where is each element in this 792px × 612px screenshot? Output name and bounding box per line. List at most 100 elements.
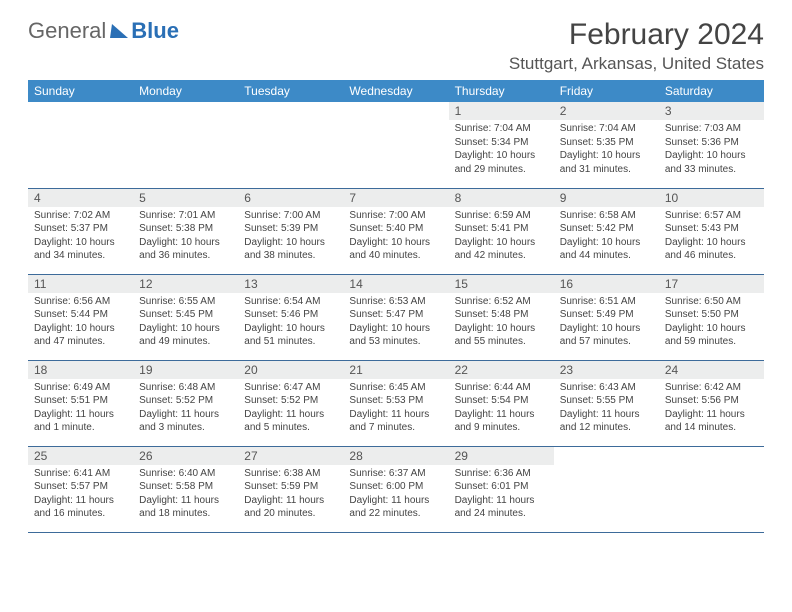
day-number: 12 [133,275,238,293]
calendar-day-cell: 16Sunrise: 6:51 AMSunset: 5:49 PMDayligh… [554,274,659,360]
day-info: Sunrise: 6:50 AMSunset: 5:50 PMDaylight:… [659,293,764,353]
day-number: 22 [449,361,554,379]
day-number: 20 [238,361,343,379]
day-number: 26 [133,447,238,465]
calendar-day-cell: 13Sunrise: 6:54 AMSunset: 5:46 PMDayligh… [238,274,343,360]
day-info [343,120,448,126]
day-info: Sunrise: 7:03 AMSunset: 5:36 PMDaylight:… [659,120,764,180]
day-info: Sunrise: 6:45 AMSunset: 5:53 PMDaylight:… [343,379,448,439]
calendar-day-cell: 25Sunrise: 6:41 AMSunset: 5:57 PMDayligh… [28,446,133,532]
calendar-empty-cell [659,446,764,532]
day-info [133,120,238,126]
day-number: 27 [238,447,343,465]
calendar-empty-cell [343,102,448,188]
day-info: Sunrise: 6:52 AMSunset: 5:48 PMDaylight:… [449,293,554,353]
day-number [343,102,448,120]
day-number: 21 [343,361,448,379]
day-info: Sunrise: 6:42 AMSunset: 5:56 PMDaylight:… [659,379,764,439]
day-info [659,465,764,471]
calendar-day-cell: 8Sunrise: 6:59 AMSunset: 5:41 PMDaylight… [449,188,554,274]
brand-word-1: General [28,18,106,44]
day-number: 8 [449,189,554,207]
day-number: 18 [28,361,133,379]
calendar-empty-cell [28,102,133,188]
calendar-day-cell: 7Sunrise: 7:00 AMSunset: 5:40 PMDaylight… [343,188,448,274]
day-info: Sunrise: 6:55 AMSunset: 5:45 PMDaylight:… [133,293,238,353]
calendar-day-cell: 24Sunrise: 6:42 AMSunset: 5:56 PMDayligh… [659,360,764,446]
day-info: Sunrise: 6:38 AMSunset: 5:59 PMDaylight:… [238,465,343,525]
day-info: Sunrise: 6:37 AMSunset: 6:00 PMDaylight:… [343,465,448,525]
calendar-day-cell: 20Sunrise: 6:47 AMSunset: 5:52 PMDayligh… [238,360,343,446]
day-number: 23 [554,361,659,379]
calendar-day-cell: 27Sunrise: 6:38 AMSunset: 5:59 PMDayligh… [238,446,343,532]
day-number: 5 [133,189,238,207]
calendar-day-cell: 29Sunrise: 6:36 AMSunset: 6:01 PMDayligh… [449,446,554,532]
day-number [133,102,238,120]
day-number: 19 [133,361,238,379]
day-info: Sunrise: 6:49 AMSunset: 5:51 PMDaylight:… [28,379,133,439]
location-subtitle: Stuttgart, Arkansas, United States [509,54,764,74]
weekday-header: Thursday [449,80,554,102]
day-info: Sunrise: 6:41 AMSunset: 5:57 PMDaylight:… [28,465,133,525]
day-number: 3 [659,102,764,120]
calendar-day-cell: 2Sunrise: 7:04 AMSunset: 5:35 PMDaylight… [554,102,659,188]
calendar-day-cell: 21Sunrise: 6:45 AMSunset: 5:53 PMDayligh… [343,360,448,446]
title-block: February 2024 Stuttgart, Arkansas, Unite… [509,18,764,74]
day-number: 2 [554,102,659,120]
day-info: Sunrise: 6:54 AMSunset: 5:46 PMDaylight:… [238,293,343,353]
weekday-header: Saturday [659,80,764,102]
day-number: 15 [449,275,554,293]
calendar-empty-cell [238,102,343,188]
calendar-day-cell: 23Sunrise: 6:43 AMSunset: 5:55 PMDayligh… [554,360,659,446]
day-info: Sunrise: 6:58 AMSunset: 5:42 PMDaylight:… [554,207,659,267]
calendar-table: SundayMondayTuesdayWednesdayThursdayFrid… [28,80,764,533]
calendar-empty-cell [554,446,659,532]
day-number: 17 [659,275,764,293]
day-info: Sunrise: 6:44 AMSunset: 5:54 PMDaylight:… [449,379,554,439]
calendar-page: General Blue February 2024 Stuttgart, Ar… [0,0,792,551]
calendar-day-cell: 14Sunrise: 6:53 AMSunset: 5:47 PMDayligh… [343,274,448,360]
weekday-header: Tuesday [238,80,343,102]
calendar-day-cell: 17Sunrise: 6:50 AMSunset: 5:50 PMDayligh… [659,274,764,360]
day-number: 24 [659,361,764,379]
calendar-day-cell: 26Sunrise: 6:40 AMSunset: 5:58 PMDayligh… [133,446,238,532]
weekday-header: Wednesday [343,80,448,102]
day-number: 29 [449,447,554,465]
month-title: February 2024 [509,18,764,52]
weekday-header: Friday [554,80,659,102]
calendar-day-cell: 3Sunrise: 7:03 AMSunset: 5:36 PMDaylight… [659,102,764,188]
day-number: 1 [449,102,554,120]
day-info: Sunrise: 6:57 AMSunset: 5:43 PMDaylight:… [659,207,764,267]
day-info [238,120,343,126]
calendar-day-cell: 11Sunrise: 6:56 AMSunset: 5:44 PMDayligh… [28,274,133,360]
calendar-day-cell: 5Sunrise: 7:01 AMSunset: 5:38 PMDaylight… [133,188,238,274]
weekday-header: Monday [133,80,238,102]
calendar-week-row: 1Sunrise: 7:04 AMSunset: 5:34 PMDaylight… [28,102,764,188]
day-number [659,447,764,465]
day-info: Sunrise: 7:01 AMSunset: 5:38 PMDaylight:… [133,207,238,267]
brand-word-2: Blue [131,18,179,44]
brand-logo: General Blue [28,18,179,44]
calendar-day-cell: 4Sunrise: 7:02 AMSunset: 5:37 PMDaylight… [28,188,133,274]
day-info [28,120,133,126]
day-info: Sunrise: 6:47 AMSunset: 5:52 PMDaylight:… [238,379,343,439]
day-info: Sunrise: 6:53 AMSunset: 5:47 PMDaylight:… [343,293,448,353]
sail-icon [110,24,130,38]
day-number: 13 [238,275,343,293]
day-info: Sunrise: 6:36 AMSunset: 6:01 PMDaylight:… [449,465,554,525]
weekday-header: Sunday [28,80,133,102]
day-info: Sunrise: 6:48 AMSunset: 5:52 PMDaylight:… [133,379,238,439]
page-header: General Blue February 2024 Stuttgart, Ar… [28,18,764,74]
day-info: Sunrise: 6:43 AMSunset: 5:55 PMDaylight:… [554,379,659,439]
calendar-day-cell: 12Sunrise: 6:55 AMSunset: 5:45 PMDayligh… [133,274,238,360]
calendar-day-cell: 6Sunrise: 7:00 AMSunset: 5:39 PMDaylight… [238,188,343,274]
calendar-body: 1Sunrise: 7:04 AMSunset: 5:34 PMDaylight… [28,102,764,532]
calendar-day-cell: 9Sunrise: 6:58 AMSunset: 5:42 PMDaylight… [554,188,659,274]
day-number [28,102,133,120]
day-info: Sunrise: 7:04 AMSunset: 5:35 PMDaylight:… [554,120,659,180]
day-number: 7 [343,189,448,207]
calendar-day-cell: 15Sunrise: 6:52 AMSunset: 5:48 PMDayligh… [449,274,554,360]
day-number: 4 [28,189,133,207]
day-number: 9 [554,189,659,207]
day-info: Sunrise: 6:51 AMSunset: 5:49 PMDaylight:… [554,293,659,353]
